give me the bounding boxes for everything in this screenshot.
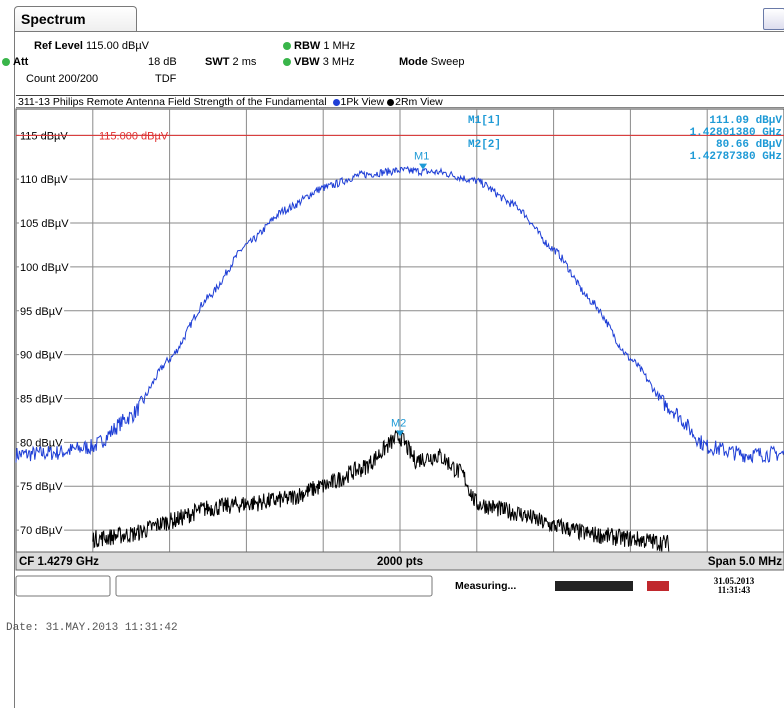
marker-table-freq: 1.42801380 GHz [690, 127, 782, 139]
att-indicator-icon [2, 58, 10, 67]
marker-1-label: M1 [414, 151, 429, 163]
swt-label: SWT [205, 56, 230, 68]
marker-table-level: 111.09 dBµV [709, 115, 782, 127]
swt-value: 2 ms [232, 56, 257, 68]
y-tick-label-bg [19, 437, 65, 450]
layout-icon[interactable] [763, 8, 784, 30]
y-tick-label: 70 dBµV [20, 525, 63, 537]
tab-spectrum[interactable]: Spectrum [14, 6, 137, 32]
count-text: Count 200/200 [26, 73, 99, 85]
marker-table-level: 80.66 dBµV [716, 139, 782, 151]
mode-setting: Mode Sweep [399, 56, 464, 68]
reference-line-label: 115.000 dBµV [99, 130, 169, 142]
vbw-indicator-icon [283, 58, 291, 67]
trace1-legend: 1Pk View [340, 96, 385, 108]
trace-1-line [15, 165, 784, 464]
y-tick-label-bg [19, 130, 70, 143]
status-time: 11:31:43 [718, 585, 751, 595]
points-label: 2000 pts [377, 556, 423, 568]
marker-table-name: M1[1] [468, 115, 501, 127]
y-tick-label: 100 dBµV [20, 262, 69, 274]
status-box-1 [15, 575, 111, 597]
ref-level-value: 115.00 dBµV [85, 40, 149, 52]
swt-setting: SWT 2 ms [205, 56, 256, 68]
trace2-dot-icon [387, 98, 395, 106]
y-tick-label-bg [19, 481, 65, 494]
y-tick-label-bg [19, 305, 65, 318]
marker-2-triangle [396, 430, 404, 437]
marker-1-triangle [419, 163, 428, 170]
y-tick-label-bg [19, 218, 71, 231]
cf-bar [15, 551, 784, 571]
att-setting: Att [2, 56, 28, 68]
vbw-value: 3 MHz [322, 56, 355, 68]
marker-2-label: M2 [391, 418, 406, 430]
span-label: Span 5.0 MHz [708, 556, 782, 568]
rbw-setting: RBW 1 MHz [283, 40, 355, 52]
measuring-text: Measuring... [455, 580, 516, 592]
tdf-text: TDF [155, 73, 177, 85]
marker-table-name: M2[2] [468, 139, 501, 151]
y-tick-label-bg [19, 349, 65, 362]
rbw-indicator-icon [283, 42, 291, 51]
y-tick-label: 75 dBµV [20, 481, 63, 493]
trace2-legend: 2Rm View [395, 96, 443, 108]
alert-indicator-icon [647, 581, 669, 591]
cf-label: CF 1.4279 GHz [19, 556, 99, 568]
window-frame [14, 31, 784, 708]
y-tick-label: 85 dBµV [20, 393, 63, 405]
y-tick-label-bg [19, 525, 65, 538]
mode-label: Mode [399, 56, 428, 68]
progress-bar [555, 581, 633, 591]
trace-2-line [92, 429, 670, 552]
y-tick-label: 115 dBµV [20, 130, 68, 142]
date-footer: Date: 31.MAY.2013 11:31:42 [6, 622, 178, 634]
y-tick-label: 80 dBµV [20, 437, 63, 449]
att-value: 18 dB [148, 56, 177, 68]
y-tick-label: 95 dBµV [20, 306, 63, 318]
rbw-label: RBW [294, 40, 321, 52]
ref-level-label: Ref Level [34, 40, 83, 52]
plot-title-bar: 311-13 Philips Remote Antenna Field Stre… [16, 95, 784, 108]
y-tick-label: 90 dBµV [20, 350, 63, 362]
status-date: 31.05.2013 [714, 576, 755, 586]
ref-level-setting: Ref Level 115.00 dBµV [34, 40, 149, 52]
tab-label: Spectrum [21, 11, 86, 27]
mode-value: Sweep [430, 56, 465, 68]
rbw-value: 1 MHz [323, 40, 356, 52]
marker-table-freq: 1.42787380 GHz [690, 151, 782, 163]
att-label: Att [13, 56, 29, 68]
y-tick-label: 110 dBµV [20, 174, 68, 186]
y-tick-label: 105 dBµV [20, 218, 69, 230]
plot-title: 311-13 Philips Remote Antenna Field Stre… [18, 96, 327, 108]
y-tick-label-bg [19, 174, 70, 187]
y-tick-label-bg [19, 261, 71, 274]
status-box-2 [115, 575, 433, 597]
y-tick-label-bg [19, 393, 65, 406]
vbw-label: VBW [294, 56, 320, 68]
vbw-setting: VBW 3 MHz [283, 56, 355, 68]
trace1-dot-icon [332, 98, 340, 106]
header-divider [14, 31, 784, 32]
spectrum-plot: 115 dBµV 110 dBµV 105 dBµV 100 dBµV 95 dBµV 9… [6, 108, 784, 634]
